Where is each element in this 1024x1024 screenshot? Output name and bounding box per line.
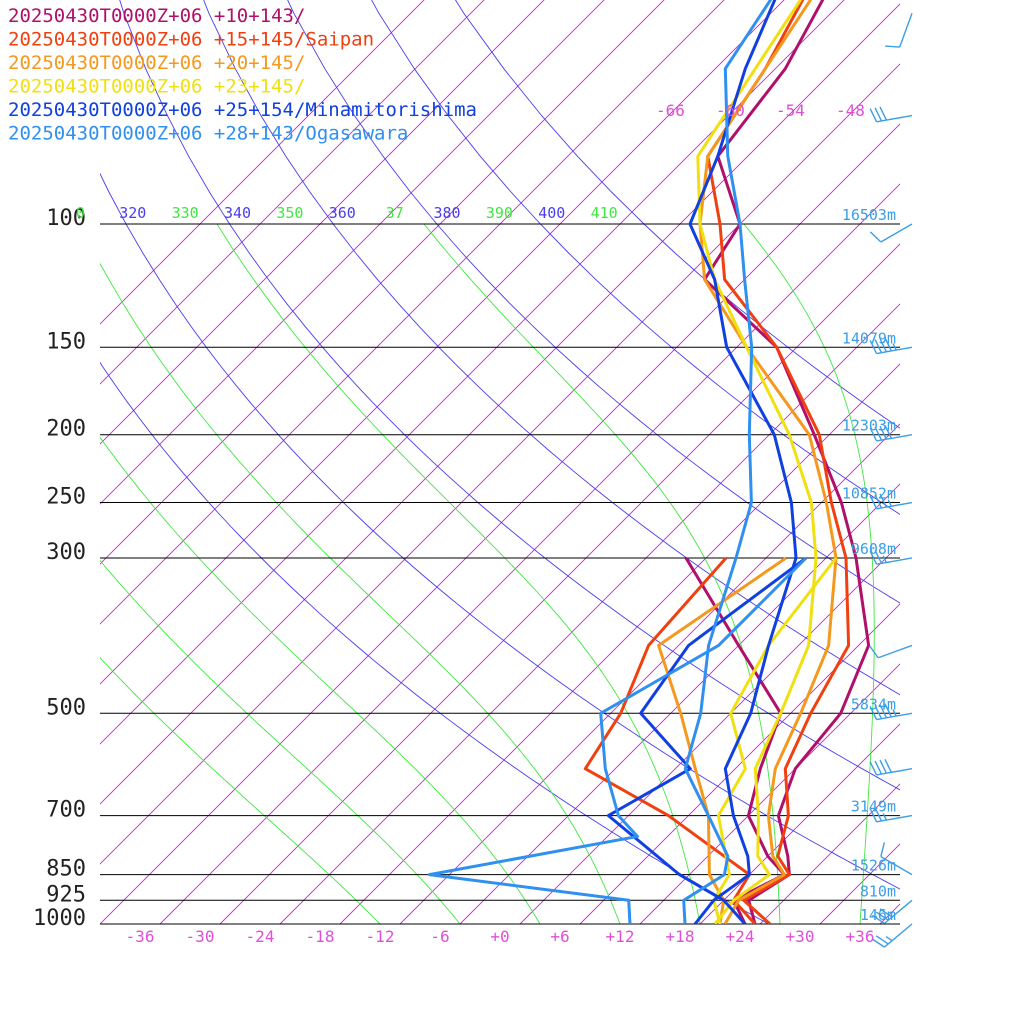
pressure-tick-label: 500: [46, 695, 86, 720]
theta-label: 390: [486, 204, 513, 222]
wind-barb: [871, 899, 913, 925]
wind-barb: [869, 758, 913, 776]
theta-label: 320: [119, 204, 146, 222]
temp-tick-label: -18: [306, 927, 335, 946]
wind-barb: [869, 337, 913, 355]
wind-barb: [869, 424, 913, 442]
isotherm-line: [639, 663, 900, 924]
theta-label: 350: [276, 204, 303, 222]
theta-label: 0: [76, 204, 85, 222]
wind-barb: [869, 807, 913, 823]
temp-tick-label: +12: [606, 927, 635, 946]
pressure-tick-label: 200: [46, 417, 86, 442]
temperature-profile-2: [706, 0, 851, 924]
isotherm-line: [699, 723, 900, 924]
temp-tick-label: +24: [726, 927, 755, 946]
sounding-profiles: [427, 0, 871, 924]
moist-adiabat-lines: [100, 223, 875, 924]
legend-entry: 20250430T0000Z+06 +25+154/Minamitorishim…: [8, 99, 477, 121]
height-label: 1526m: [851, 857, 896, 875]
pressure-tick-label: 1000: [33, 906, 86, 931]
dry-adiabat-line: [371, 0, 900, 515]
height-label: 146m: [860, 906, 896, 924]
wind-barb: [871, 923, 913, 948]
height-label: 5834m: [851, 695, 896, 713]
legend-entry: 20250430T0000Z+06 +23+145/: [8, 76, 305, 98]
legend-entry: 20250430T0000Z+06 +10+143/: [8, 5, 305, 27]
isotherm-line: [100, 0, 425, 325]
height-label: 3149m: [851, 798, 896, 816]
temp-tick-label: -36: [126, 927, 155, 946]
theta-label: 380: [433, 204, 460, 222]
isotherm-line: [819, 843, 900, 924]
theta-label: 400: [538, 204, 565, 222]
isotherm-line: [399, 423, 900, 924]
theta-label: 37: [386, 204, 404, 222]
moist-adiabat-line: [216, 223, 701, 924]
temp-tick-label: +6: [550, 927, 569, 946]
pressure-tick-label: 850: [46, 857, 86, 882]
temp-tick-label: -24: [246, 927, 275, 946]
legend-entry: 20250430T0000Z+06 +20+145/: [8, 52, 305, 74]
temperature-profile-1: [703, 0, 871, 924]
temp-tick-label: -6: [430, 927, 449, 946]
upper-temp-label: -66: [656, 101, 685, 120]
wind-barb: [869, 549, 913, 565]
isotherm-line: [100, 0, 485, 385]
moist-adiabat-line: [100, 262, 621, 924]
temp-tick-label: +36: [846, 927, 875, 946]
dewpoint-profile-1: [684, 557, 786, 924]
wind-barb: [885, 13, 913, 48]
wind-barb: [869, 703, 913, 721]
upper-temp-label: -48: [836, 101, 865, 120]
temp-tick-label: -30: [186, 927, 215, 946]
pressure-tick-label: 150: [46, 329, 86, 354]
legend: 20250430T0000Z+06 +10+143/20250430T0000Z…: [8, 5, 477, 145]
wind-barb: [869, 493, 913, 510]
legend-entry: 20250430T0000Z+06 +28+143/Ogasawara: [8, 123, 408, 145]
dewpoint-profile-5: [606, 556, 807, 924]
height-label: 16503m: [842, 206, 896, 224]
temp-tick-label: +0: [490, 927, 509, 946]
wind-barb: [869, 106, 913, 123]
wind-barb: [880, 842, 913, 876]
theta-label: 360: [329, 204, 356, 222]
temp-tick-label: -12: [366, 927, 395, 946]
pressure-tick-label: 300: [46, 540, 86, 565]
temp-tick-label: +18: [666, 927, 695, 946]
height-label: 810m: [860, 882, 896, 900]
pressure-tick-label: 700: [46, 798, 86, 823]
temperature-profile-5: [688, 0, 798, 924]
height-label: 9608m: [851, 540, 896, 558]
wind-barb: [869, 223, 913, 243]
moist-adiabat-line: [423, 223, 781, 924]
isotherm-line: [459, 483, 900, 924]
wind-barbs: [869, 13, 913, 948]
theta-label: 330: [172, 204, 199, 222]
temperature-profile-6: [682, 0, 773, 924]
theta-label: 410: [591, 204, 618, 222]
pressure-tick-label: 100: [46, 206, 86, 231]
wind-barb: [869, 644, 913, 659]
theta-label: 340: [224, 204, 251, 222]
isobar-lines: [100, 223, 900, 925]
pressure-tick-label: 925: [46, 882, 86, 907]
isotherm-line: [879, 903, 900, 924]
dewpoint-profile-6: [427, 556, 808, 924]
temperature-profile-3: [698, 0, 838, 924]
upper-temp-label: -54: [776, 101, 805, 120]
legend-entry: 20250430T0000Z+06 +15+145/Saipan: [8, 29, 374, 51]
temp-tick-label: +30: [786, 927, 815, 946]
pressure-tick-label: 250: [46, 485, 86, 510]
upper-temp-label: -60: [716, 101, 745, 120]
dewpoint-profile-2: [583, 557, 757, 924]
